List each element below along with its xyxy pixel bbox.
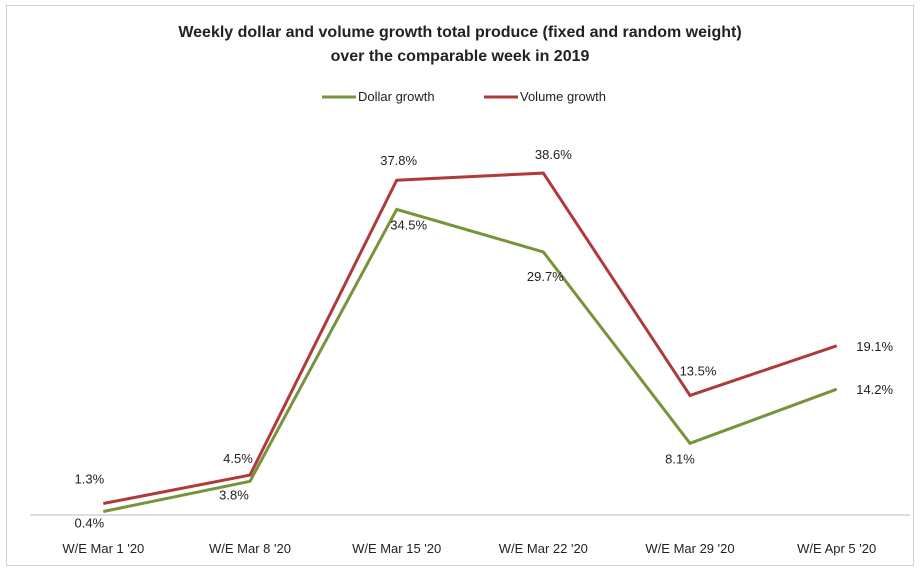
x-tick-label: W/E Mar 15 '20 (352, 541, 441, 556)
data-label: 14.2% (856, 382, 893, 397)
series-line (102, 207, 838, 513)
data-label: 37.8% (380, 153, 417, 168)
data-labels: 0.4% 3.8% 34.5% 29.7% 8.1% 14.2% 1.3% 4.5% 37.8%… (75, 147, 894, 530)
legend-entry: Dollar growth (358, 89, 435, 104)
data-label: 29.7% (527, 269, 564, 284)
x-tick-label: W/E Mar 22 '20 (499, 541, 588, 556)
data-label: 0.4% (75, 515, 105, 530)
data-label: 34.5% (390, 217, 427, 232)
data-label: 19.1% (856, 339, 893, 354)
legend: Dollar growth Volume growth (322, 89, 606, 104)
x-tick-label: W/E Mar 29 '20 (645, 541, 734, 556)
data-label: 8.1% (665, 451, 695, 466)
series-line (103, 171, 838, 505)
data-label: 13.5% (680, 363, 717, 378)
legend-entry: Volume growth (520, 89, 606, 104)
data-label: 38.6% (535, 147, 572, 162)
x-axis-ticks: W/E Mar 1 '20 W/E Mar 8 '20 W/E Mar 15 '20… (62, 541, 876, 556)
data-label: 1.3% (75, 471, 105, 486)
chart-title-line1: Weekly dollar and volume growth total pr… (178, 24, 741, 41)
x-tick-label: W/E Mar 1 '20 (62, 541, 144, 556)
series-lines (102, 171, 838, 513)
data-label: 3.8% (219, 487, 249, 502)
chart-title-line2: over the comparable week in 2019 (331, 48, 590, 65)
x-tick-label: W/E Mar 8 '20 (209, 541, 291, 556)
data-label: 4.5% (223, 451, 253, 466)
chart-frame (6, 5, 914, 566)
x-tick-label: W/E Apr 5 '20 (797, 541, 876, 556)
